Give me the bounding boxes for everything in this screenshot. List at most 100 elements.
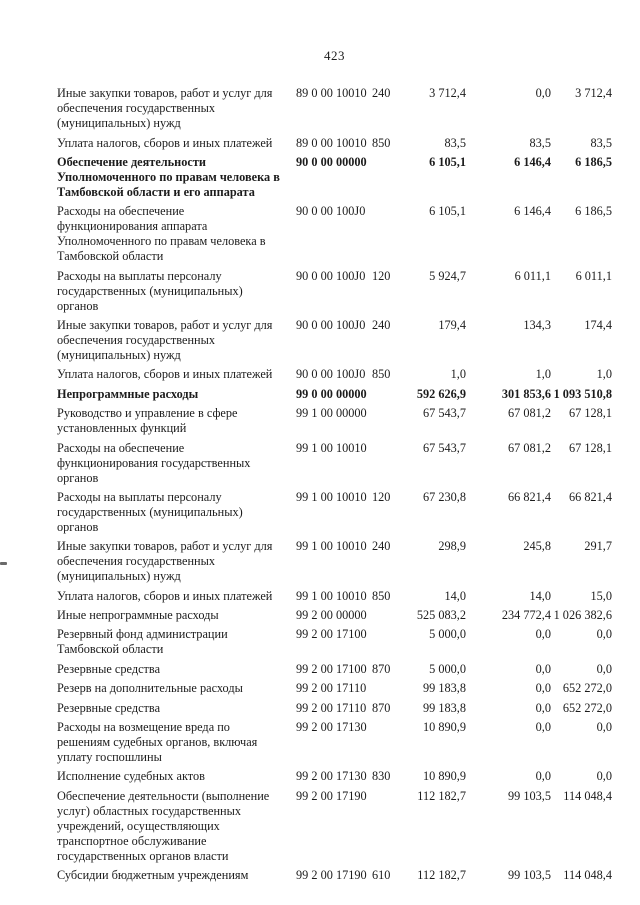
row-name: Исполнение судебных актов: [57, 769, 205, 784]
table-row: Резерв на дополнительные расходы 99 2 00…: [57, 679, 618, 698]
row-amount-year2: 0,0: [535, 627, 551, 642]
table-row: Резервные средства 99 2 00 17110 870 99 …: [57, 698, 618, 717]
row-amount-year1: 99 183,8: [422, 700, 466, 715]
row-amount-year3: 83,5: [590, 135, 612, 150]
page-number: 423: [324, 48, 345, 63]
row-budget-code: 99 2 00 17100: [296, 627, 367, 642]
row-budget-code: 99 2 00 17100: [296, 661, 367, 676]
row-name: Обеспечение деятельности (выполнение усл…: [57, 788, 270, 863]
table-row: Расходы на выплаты персоналу государстве…: [57, 267, 618, 316]
row-expense-type-code: [372, 204, 402, 264]
row-amount-year1: 5 924,7: [429, 268, 466, 283]
row-name: Резервные средства: [57, 700, 161, 715]
table-row: Обеспечение деятельности Уполномоченного…: [57, 153, 618, 202]
row-name: Резервный фонд администрации Тамбовской …: [57, 627, 228, 657]
row-amount-year1: 10 890,9: [422, 769, 466, 784]
table-row: Иные закупки товаров, работ и услуг для …: [57, 537, 618, 586]
row-amount-year2: 6 146,4: [514, 204, 551, 219]
row-amount-year2: 83,5: [529, 135, 551, 150]
row-name: Иные непрограммные расходы: [57, 608, 219, 623]
row-amount-year2: 245,8: [523, 539, 551, 554]
table-row: Руководство и управление в сфере установ…: [57, 404, 618, 438]
row-name: Резерв на дополнительные расходы: [57, 681, 243, 696]
row-expense-type-code: 850: [372, 367, 391, 382]
table-row: Иные закупки товаров, работ и услуг для …: [57, 316, 618, 365]
row-amount-year1: 67 543,7: [422, 406, 466, 421]
row-budget-code: 99 2 00 17130: [296, 769, 367, 784]
row-amount-year2: 0,0: [535, 719, 551, 734]
row-amount-year3: 174,4: [584, 318, 612, 333]
row-name: Резервные средства: [57, 661, 161, 676]
row-expense-type-code: [372, 441, 402, 486]
row-name: Расходы на возмещение вреда по решениям …: [57, 719, 258, 764]
table-row: Непрограммные расходы 99 0 00 00000 592 …: [57, 385, 618, 404]
row-amount-year1: 99 183,8: [422, 681, 466, 696]
row-amount-year1: 67 543,7: [422, 440, 466, 455]
row-budget-code: 99 2 00 17110: [296, 700, 367, 715]
row-expense-type-code: 850: [372, 588, 391, 603]
row-budget-code: 90 0 00 100J0: [296, 318, 366, 333]
row-amount-year3: 66 821,4: [568, 489, 612, 504]
row-amount-year3: 67 128,1: [568, 406, 612, 421]
row-name: Обеспечение деятельности Уполномоченного…: [57, 154, 280, 199]
row-amount-year1: 6 105,1: [429, 154, 466, 169]
row-amount-year3: 0,0: [596, 769, 612, 784]
row-amount-year1: 179,4: [438, 318, 466, 333]
row-expense-type-code: 610: [372, 868, 391, 883]
row-name: Субсидии бюджетным учреждениям: [57, 868, 249, 883]
row-expense-type-code: 120: [372, 489, 391, 504]
scan-artifact: [0, 562, 7, 565]
row-amount-year2: 0,0: [535, 86, 551, 101]
row-expense-type-code: 120: [372, 268, 391, 283]
row-budget-code: 99 1 00 10010: [296, 539, 367, 554]
table-row: Иные закупки товаров, работ и услуг для …: [57, 84, 618, 133]
row-amount-year2: 6 146,4: [514, 154, 551, 169]
row-budget-code: 99 1 00 00000: [296, 406, 367, 421]
row-expense-type-code: 830: [372, 769, 391, 784]
row-expense-type-code: [372, 155, 402, 200]
row-name: Расходы на выплаты персоналу государстве…: [57, 268, 243, 313]
table-row: Уплата налогов, сборов и иных платежей 9…: [57, 587, 618, 606]
row-amount-year1: 83,5: [444, 135, 466, 150]
table-row: Обеспечение деятельности (выполнение усл…: [57, 787, 618, 866]
row-expense-type-code: [372, 406, 402, 436]
row-expense-type-code: [372, 681, 402, 696]
table-row: Расходы на возмещение вреда по решениям …: [57, 718, 618, 767]
table-row: Расходы на обеспечение функционирования …: [57, 202, 618, 266]
row-name: Уплата налогов, сборов и иных платежей: [57, 135, 273, 150]
row-amount-year3: 652 272,0: [562, 700, 612, 715]
row-amount-year1: 3 712,4: [429, 86, 466, 101]
row-amount-year2: 234 772,4: [501, 608, 551, 623]
row-amount-year1: 112 182,7: [417, 868, 466, 883]
row-amount-year1: 10 890,9: [422, 719, 466, 734]
row-expense-type-code: 850: [372, 135, 391, 150]
row-amount-year3: 6 011,1: [575, 268, 612, 283]
table-row: Расходы на обеспечение функционирования …: [57, 438, 618, 487]
row-name: Непрограммные расходы: [57, 386, 199, 401]
row-name: Иные закупки товаров, работ и услуг для …: [57, 318, 273, 363]
row-amount-year3: 652 272,0: [562, 681, 612, 696]
row-amount-year1: 1,0: [450, 367, 466, 382]
row-amount-year2: 0,0: [535, 700, 551, 715]
row-amount-year3: 15,0: [590, 588, 612, 603]
row-amount-year2: 301 853,6: [501, 386, 551, 401]
row-amount-year2: 14,0: [529, 588, 551, 603]
row-amount-year2: 99 103,5: [507, 868, 551, 883]
table-row: Уплата налогов, сборов и иных платежей 9…: [57, 365, 618, 384]
row-amount-year3: 1,0: [596, 367, 612, 382]
row-expense-type-code: 870: [372, 700, 391, 715]
table-row: Исполнение судебных актов 99 2 00 17130 …: [57, 767, 618, 786]
row-amount-year3: 67 128,1: [568, 440, 612, 455]
row-name: Иные закупки товаров, работ и услуг для …: [57, 539, 273, 584]
row-name: Уплата налогов, сборов и иных платежей: [57, 367, 273, 382]
row-amount-year2: 67 081,2: [507, 406, 551, 421]
row-amount-year1: 5 000,0: [429, 661, 466, 676]
row-budget-code: 99 2 00 17190: [296, 788, 367, 803]
row-budget-code: 89 0 00 10010: [296, 86, 367, 101]
row-budget-code: 90 0 00 00000: [296, 154, 367, 169]
row-expense-type-code: [372, 789, 402, 864]
row-expense-type-code: [372, 387, 402, 402]
row-budget-code: 99 1 00 10010: [296, 588, 367, 603]
row-name: Уплата налогов, сборов и иных платежей: [57, 588, 273, 603]
